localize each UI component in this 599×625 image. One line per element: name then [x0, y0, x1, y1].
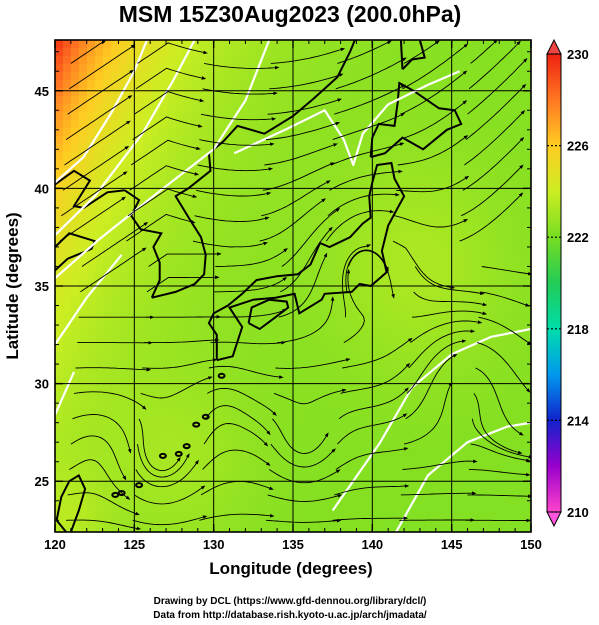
x-tick-label: 120 [44, 537, 66, 552]
map-title: MSM 15Z30Aug2023 (200.0hPa) [119, 1, 462, 27]
colorbar: 210 214 218 222 226 230 [546, 38, 589, 528]
colorbar-tick-label: 226 [567, 139, 589, 154]
y-tick-label: 30 [35, 377, 49, 392]
y-tick-label: 25 [35, 474, 49, 489]
x-tick-label: 125 [123, 537, 145, 552]
y-tick-label: 35 [35, 279, 49, 294]
colorbar-tick-label: 230 [567, 47, 589, 62]
x-tick-label: 145 [441, 537, 463, 552]
y-tick-label: 40 [35, 181, 49, 196]
y-axis-label: Latitude (degrees) [3, 212, 22, 359]
colorbar-tick-label: 210 [567, 505, 589, 520]
y-tick-label: 45 [35, 84, 49, 99]
colorbar-tick-label: 218 [567, 322, 589, 337]
x-tick-label: 130 [203, 537, 225, 552]
x-tick-label: 140 [361, 537, 383, 552]
x-axis-ticks: 120 125 130 135 140 145 150 [44, 40, 542, 552]
grid-lines [55, 40, 531, 532]
x-axis-label: Longitude (degrees) [209, 559, 372, 578]
credit-data: Data from http://database.rish.kyoto-u.a… [153, 610, 427, 621]
x-tick-label: 135 [282, 537, 304, 552]
colorbar-tick-label: 214 [567, 413, 589, 428]
streamlines [59, 40, 531, 531]
temperature-field [55, 40, 531, 532]
x-tick-label: 150 [520, 537, 542, 552]
coastlines [55, 40, 463, 532]
y-axis-ticks: 25 30 35 40 45 [35, 51, 531, 521]
credit-drawing: Drawing by DCL (https://www.gfd-dennou.o… [154, 596, 427, 607]
colorbar-tick-label: 222 [567, 230, 589, 245]
